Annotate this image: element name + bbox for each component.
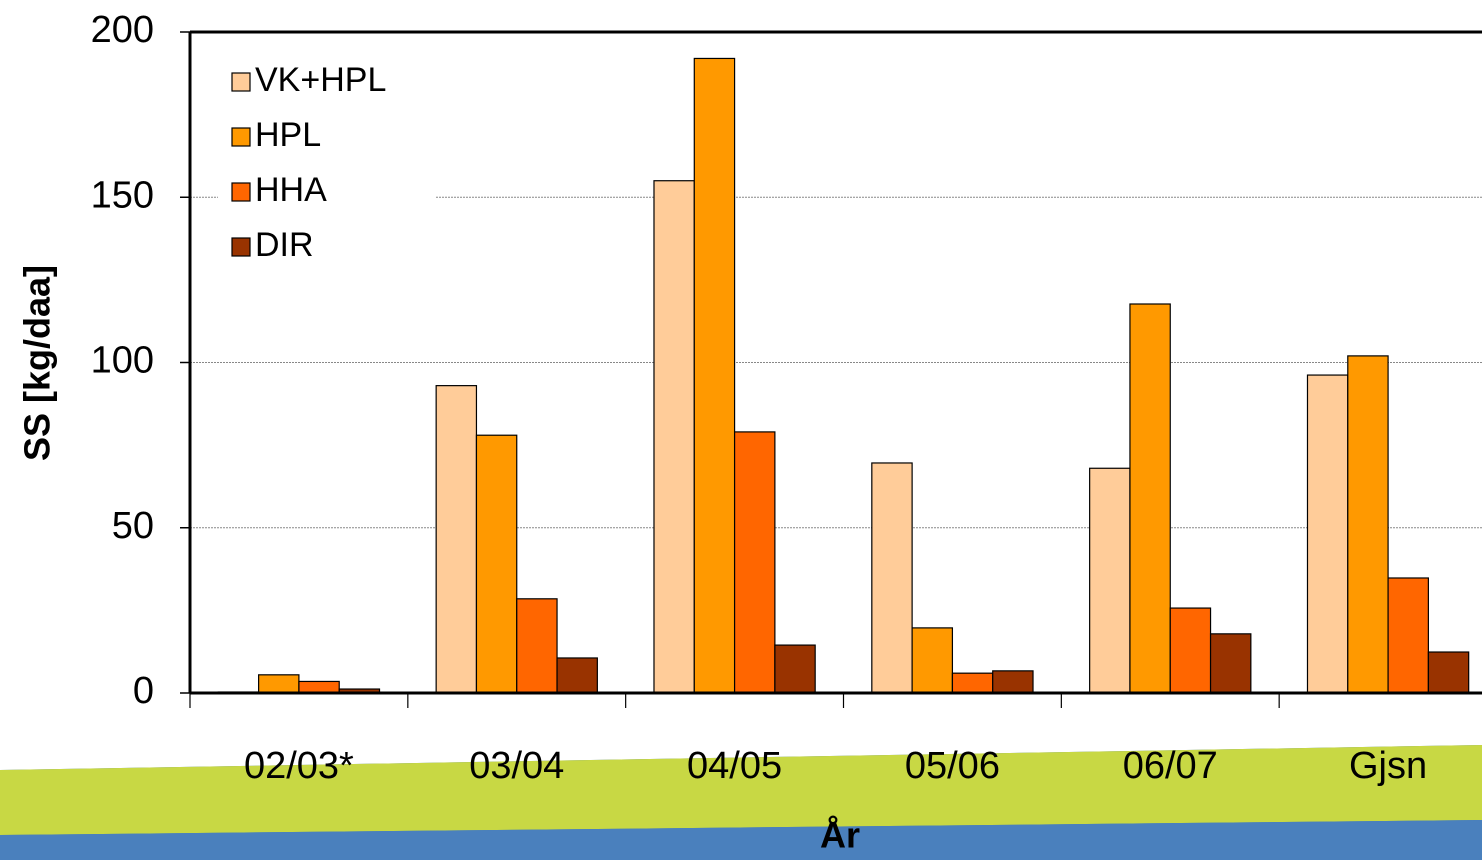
legend-label: DIR xyxy=(255,226,314,264)
bar xyxy=(435,385,478,694)
x-tick-label: 02/03* xyxy=(244,745,354,787)
bar xyxy=(258,674,300,694)
banner xyxy=(0,745,1482,860)
legend-swatch xyxy=(231,182,251,202)
bar xyxy=(1427,651,1470,694)
bar xyxy=(951,672,994,694)
x-tick-label: 04/05 xyxy=(687,745,782,787)
legend-swatch xyxy=(231,127,251,147)
bar xyxy=(1089,467,1131,694)
x-tick-label: 05/06 xyxy=(905,745,1000,787)
bar xyxy=(733,431,776,694)
bar xyxy=(871,462,913,694)
legend-label: HHA xyxy=(255,171,327,209)
legend-label: VK+HPL xyxy=(255,61,386,99)
x-axis-title: År xyxy=(820,815,860,856)
bar xyxy=(556,657,598,694)
legend-box xyxy=(218,60,435,275)
bar xyxy=(992,670,1034,694)
bar xyxy=(1169,607,1212,694)
y-axis-title: SS [kg/daa] xyxy=(17,265,58,461)
bar xyxy=(774,644,816,694)
bar xyxy=(475,434,518,694)
y-tick-label: 50 xyxy=(112,505,154,547)
legend-swatch xyxy=(231,237,251,257)
x-tick-label: 06/07 xyxy=(1123,745,1218,787)
bar xyxy=(298,680,340,694)
legend-label: HPL xyxy=(255,116,321,154)
bar xyxy=(1129,303,1171,694)
y-tick-label: 150 xyxy=(91,174,154,216)
bar xyxy=(1306,374,1349,694)
bar xyxy=(911,627,954,694)
y-tick-label: 200 xyxy=(91,9,154,51)
bar xyxy=(1387,577,1429,694)
bar xyxy=(1347,355,1389,694)
bar xyxy=(653,180,695,694)
bar xyxy=(1209,633,1252,694)
y-tick-label: 100 xyxy=(91,340,154,382)
bar xyxy=(516,598,558,694)
legend-swatch xyxy=(231,72,251,92)
x-tick-label: 03/04 xyxy=(469,745,564,787)
bar xyxy=(693,57,736,694)
y-tick-label: 0 xyxy=(133,670,154,712)
x-tick-label: Gjsn xyxy=(1349,745,1427,787)
